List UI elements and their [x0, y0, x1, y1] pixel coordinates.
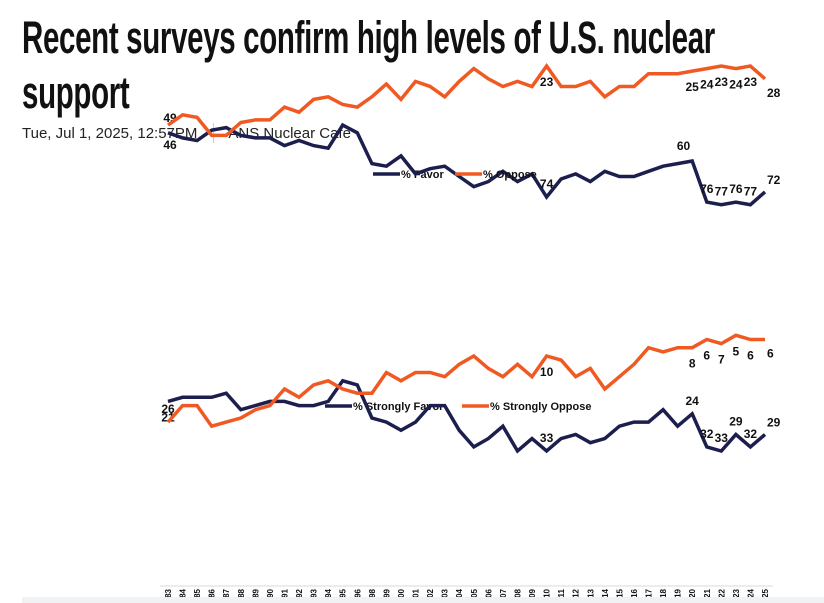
data-label: 23 [744, 75, 758, 89]
x-tick-label: 2020 [688, 588, 697, 603]
series-line-favor [167, 378, 767, 454]
x-tick-label: 1998 [368, 588, 377, 603]
meta-divider [213, 123, 215, 143]
x-tick-label: 2009 [528, 588, 537, 603]
data-label: 10 [540, 365, 554, 379]
data-label: 26 [161, 402, 175, 416]
x-tick-label: 2025 [761, 588, 770, 603]
data-label: 76 [700, 182, 714, 196]
x-tick-label: 2013 [586, 588, 595, 603]
data-label: 5 [733, 344, 740, 358]
data-label: 77 [715, 185, 729, 199]
data-label: 25 [686, 80, 700, 94]
data-label: 6 [747, 348, 754, 362]
data-label: 7 [718, 353, 725, 367]
series-line-oppose [166, 62, 767, 138]
x-tick-label: 2018 [659, 588, 668, 603]
legend-label: % Strongly Oppose [490, 401, 591, 413]
publish-date: Tue, Jul 1, 2025, 12:57PM [22, 124, 198, 142]
x-tick-label: 2005 [470, 588, 479, 603]
data-label: 29 [729, 414, 743, 428]
article-title: Recent surveys confirm high levels of U.… [22, 12, 715, 118]
x-tick-label: 2024 [746, 588, 755, 603]
legend-label: % Oppose [483, 169, 537, 181]
x-tick-label: 2008 [513, 588, 522, 603]
x-tick-label: 1987 [222, 588, 231, 603]
x-tick-label: 1992 [295, 588, 304, 603]
x-tick-label: 2023 [732, 588, 741, 603]
data-label: 8 [689, 357, 696, 371]
data-label: 32 [744, 427, 758, 441]
data-label: 24 [729, 78, 743, 92]
data-label: 23 [540, 75, 554, 89]
data-label: 28 [767, 86, 781, 100]
x-tick-label: 1985 [193, 588, 202, 603]
x-tick-label: 1983 [164, 588, 173, 603]
x-tick-label: 1991 [280, 588, 289, 603]
x-tick-label: 1989 [251, 588, 260, 603]
x-tick-label: 2022 [717, 588, 726, 603]
x-tick-label: 1984 [179, 588, 188, 603]
x-tick-label: 1988 [237, 588, 246, 603]
x-tick-label: 2001 [412, 588, 421, 603]
x-tick-label: 2010 [543, 588, 552, 603]
footer-bar [22, 597, 824, 603]
x-tick-label: 2015 [615, 588, 624, 603]
x-tick-label: 1990 [266, 588, 275, 603]
x-tick-label: 2002 [426, 588, 435, 603]
x-tick-label: 1999 [382, 588, 391, 603]
x-tick-label: 2021 [703, 588, 712, 603]
data-label: 77 [744, 185, 758, 199]
x-tick-label: 2017 [645, 588, 654, 603]
data-label: 33 [715, 431, 729, 445]
series-line-oppose [166, 333, 765, 429]
x-tick-label: 2004 [455, 588, 464, 603]
x-tick-label: 2003 [441, 588, 450, 603]
x-tick-label: 2014 [601, 588, 610, 603]
x-tick-label: 1986 [208, 588, 217, 603]
x-tick-label: 1993 [310, 588, 319, 603]
legend-label: % Strongly Favor [353, 401, 444, 413]
data-label: 72 [767, 173, 781, 187]
data-label: 24 [700, 78, 714, 92]
data-label: 6 [767, 346, 774, 360]
data-label: 60 [677, 139, 691, 153]
data-label: 6 [703, 348, 710, 362]
data-label: 33 [540, 431, 554, 445]
x-tick-label: 1996 [353, 588, 362, 603]
data-label: 23 [715, 75, 729, 89]
series-line-favor [167, 122, 767, 207]
data-label: 32 [700, 427, 714, 441]
x-tick-label: 2006 [484, 588, 493, 603]
data-label: 76 [729, 182, 743, 196]
data-label: 21 [161, 410, 175, 424]
data-label: 74 [540, 177, 554, 191]
x-tick-label: 2012 [572, 588, 581, 603]
x-tick-label: 2000 [397, 588, 406, 603]
data-label: 29 [767, 415, 781, 429]
x-tick-label: 2007 [499, 588, 508, 603]
x-tick-label: 2011 [557, 588, 566, 603]
data-label: 24 [686, 394, 700, 408]
x-tick-label: 1995 [339, 588, 348, 603]
data-label: 46 [163, 138, 177, 152]
x-tick-label: 1994 [324, 588, 333, 603]
x-tick-label: 2019 [674, 588, 683, 603]
x-tick-label: 2016 [630, 588, 639, 603]
